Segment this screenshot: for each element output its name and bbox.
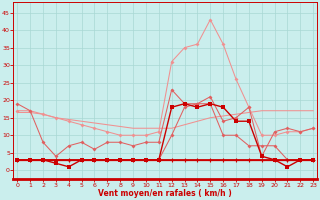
X-axis label: Vent moyen/en rafales ( km/h ): Vent moyen/en rafales ( km/h ) (98, 189, 232, 198)
